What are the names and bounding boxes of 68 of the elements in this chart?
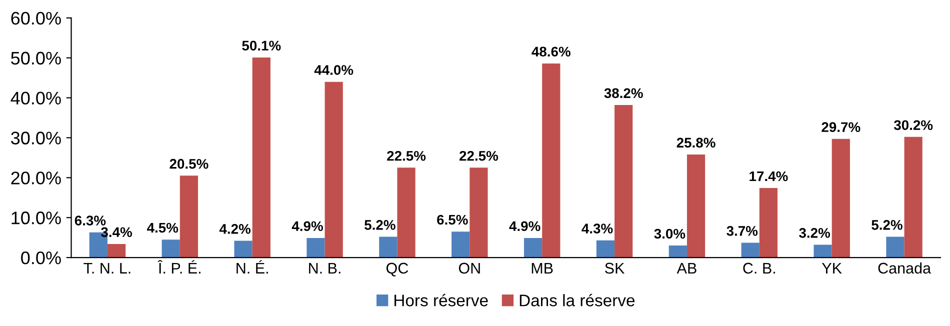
bar [379,236,398,258]
data-label: 3.7% [726,226,758,236]
bar [814,244,832,258]
bar [324,82,343,258]
bar [542,63,560,258]
data-label: 3.0% [654,228,686,239]
data-label: 17.4% [750,171,788,182]
x-tick-label: MB [532,262,553,274]
data-label: 22.5% [460,150,498,161]
bar [614,104,633,258]
x-tick-label: N. É. [236,260,268,274]
bar [252,57,270,258]
x-tick-label: C. B. [743,262,775,274]
bar [886,236,904,258]
x-tick-label: N. B. [309,262,340,274]
bar [741,242,760,258]
y-tick-label: 10.0% [12,212,61,224]
data-label: 5.2% [364,220,396,230]
x-tick-label: Î. P. É. [158,260,200,274]
data-label: 4.5% [147,222,178,233]
x-tick-label: YK [822,262,842,274]
bar [759,188,778,258]
y-tick-label: 40.0% [10,92,61,105]
bar [686,154,706,258]
bar [234,240,252,258]
y-tick-label: 20.0% [11,172,61,184]
bar [162,240,180,258]
bar [904,136,922,258]
data-label: 4.9% [292,221,323,232]
data-label: 6.5% [437,214,468,225]
x-tick-label: SK [605,262,625,274]
bar [832,138,850,258]
data-label: 5.2% [872,220,902,230]
data-label: 44.0% [314,65,354,75]
data-label: 25.8% [676,138,716,148]
y-tick-label: 60.0% [11,12,61,25]
legend-label: Hors réserve [394,294,488,306]
data-label: 3.4% [101,227,132,238]
data-label: 20.5% [170,158,208,169]
bar [107,244,126,258]
bar [180,176,198,258]
data-label: 38.2% [604,88,643,98]
x-tick-label: T. N. L. [84,262,130,274]
bar [470,168,488,258]
y-tick-label: 50.0% [11,52,61,65]
bar [596,240,615,258]
data-label: 3.2% [799,228,830,238]
y-tick-label: 0.0% [21,251,61,264]
legend-label: Dans la réserve [520,294,635,306]
data-label: 29.7% [822,122,860,132]
y-tick-label: 30.0% [11,132,61,144]
x-tick-label: AB [676,262,696,274]
x-tick-label: Canada [878,262,932,274]
data-label: 50.1% [242,40,281,51]
data-label: 4.9% [509,221,540,232]
bar [668,246,687,258]
data-label: 4.2% [219,224,251,234]
bar [306,238,325,258]
x-tick-label: QC [386,262,408,276]
bar [524,238,542,258]
data-label: 22.5% [387,150,426,161]
x-tick-label: ON [458,262,480,274]
data-label: 6.3% [74,216,106,226]
data-label: 30.2% [894,120,933,130]
bar [397,168,416,258]
data-label: 4.3% [582,224,613,234]
bar [452,232,470,258]
data-label: 48.6% [532,46,570,57]
